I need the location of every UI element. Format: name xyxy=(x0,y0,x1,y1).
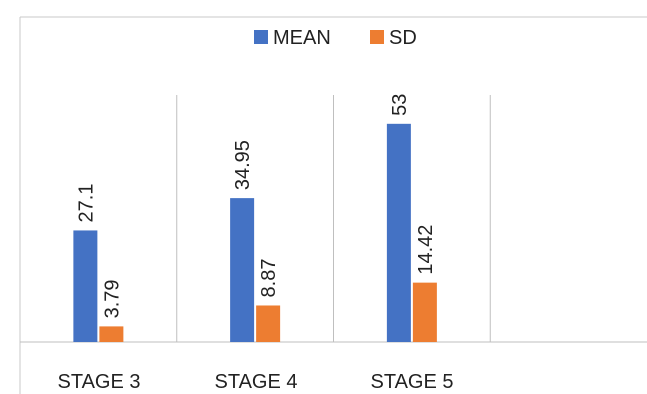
data-label-mean-5: 53 xyxy=(389,94,411,116)
bar-mean-3 xyxy=(73,230,98,342)
data-label-sd-3: 3.79 xyxy=(101,279,123,318)
data-label-mean-4: 34.95 xyxy=(232,140,254,190)
data-label-sd-4: 8.87 xyxy=(258,259,280,298)
legend-label-sd: SD xyxy=(389,27,417,49)
bar-sd-4 xyxy=(256,305,281,342)
legend: MEAN SD xyxy=(254,27,417,49)
plot-area: 27.1 34.95 53 3.79 8.87 14.42 xyxy=(20,94,647,343)
legend-swatch-sd xyxy=(370,30,384,44)
bar-sd-5 xyxy=(412,282,437,342)
x-tick-stage-5: STAGE 5 xyxy=(371,371,454,393)
x-tick-stage-4: STAGE 4 xyxy=(215,371,298,393)
data-label-mean-3: 27.1 xyxy=(75,184,97,223)
legend-label-mean: MEAN xyxy=(273,27,331,49)
bar-mean-5 xyxy=(386,123,411,342)
legend-swatch-mean xyxy=(254,30,268,44)
bar-mean-4 xyxy=(230,198,255,342)
bar-sd-3 xyxy=(99,326,124,342)
data-label-sd-5: 14.42 xyxy=(415,225,437,275)
x-tick-stage-3: STAGE 3 xyxy=(58,371,141,393)
